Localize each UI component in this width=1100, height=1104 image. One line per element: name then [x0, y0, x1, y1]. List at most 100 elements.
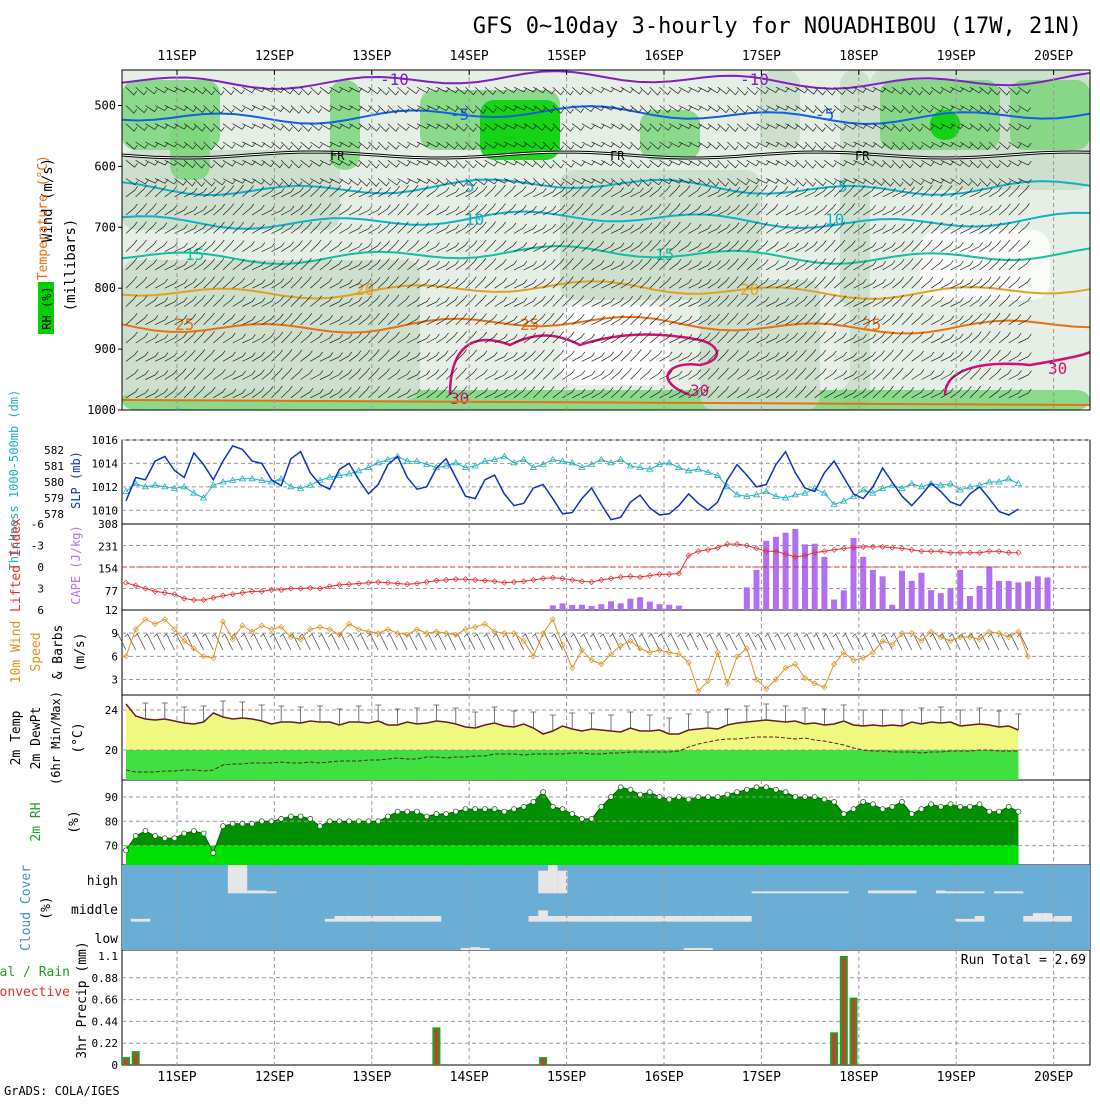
wind-barb: [843, 178, 858, 184]
wind-barb: [513, 387, 527, 399]
wind-barb: [513, 159, 527, 167]
wind-barb: [426, 242, 440, 252]
wind-barb: [407, 388, 421, 399]
wind-barb: [310, 370, 324, 380]
wind-barb: [814, 349, 827, 362]
wind-barb: [610, 296, 624, 307]
wind-barb: [474, 185, 488, 198]
temp-max-bar: [879, 709, 886, 726]
wind-barb: [678, 260, 692, 271]
wind-barb: [911, 350, 924, 362]
wind-barb: [319, 105, 333, 113]
wind-barb: [639, 105, 652, 114]
rh2m-point: [200, 830, 207, 837]
wind-barb: [213, 350, 226, 362]
wind-barb: [445, 86, 459, 94]
li-tick-label: -6: [31, 518, 44, 531]
wind-barb: [960, 296, 974, 307]
wind-barb: [921, 388, 935, 399]
wind-barb: [513, 123, 528, 129]
rh2m-point: [297, 813, 304, 820]
temp-max-bar: [821, 708, 828, 725]
wind-barb: [533, 260, 547, 271]
wind-barb: [232, 277, 245, 289]
cape-bar: [656, 604, 663, 610]
rh2m-point: [385, 813, 391, 820]
wind-barb: [795, 123, 808, 131]
thickness-point: [772, 492, 780, 499]
wind-barb: [921, 351, 935, 362]
wind-barb: [213, 313, 225, 325]
wind-barb: [251, 387, 265, 399]
wind-barb-10m: [211, 633, 224, 651]
wind-barb-10m: [444, 633, 457, 651]
wind-barb: [523, 279, 537, 289]
wind-barb: [271, 278, 285, 289]
wind-barb: [610, 332, 624, 344]
wind-barb: [678, 105, 692, 111]
wind-barb: [795, 160, 807, 169]
wind-barb: [164, 369, 178, 380]
wind-barb: [601, 123, 615, 129]
wind-barb-10m: [725, 633, 738, 651]
wind-barb: [814, 123, 826, 133]
wind-barb: [523, 296, 537, 307]
wind-barb: [310, 239, 322, 252]
wind-barb: [765, 222, 779, 234]
temp-max-bar: [297, 706, 304, 723]
thickness-tick-label: 578: [44, 508, 64, 521]
wind-barb: [154, 222, 168, 234]
wind-barb: [513, 186, 527, 198]
wind-speed-point: [995, 630, 1003, 637]
wind-barb: [707, 385, 720, 399]
wind-barb: [280, 141, 293, 151]
cape-bar: [617, 603, 624, 610]
wind-barb: [261, 350, 274, 362]
wind-barb: [843, 184, 855, 198]
wind-barb: [610, 242, 625, 252]
wind-barb: [377, 141, 390, 151]
wind-barb: [213, 294, 225, 307]
wind-barb: [659, 370, 673, 380]
wind-barb: [824, 185, 837, 198]
wind-barb: [1018, 277, 1031, 289]
wind-barb: [436, 242, 450, 252]
wind-barb: [455, 259, 468, 271]
wind-barb: [329, 334, 343, 344]
lifted-index-point: [142, 585, 149, 592]
wind-barb: [746, 388, 760, 399]
wind-barb: [969, 242, 983, 252]
wind-barb: [164, 123, 178, 129]
wind-barb: [242, 370, 256, 380]
slp-tick-label: 1014: [92, 457, 119, 470]
lifted-index-point: [307, 584, 314, 591]
rh2m-point: [870, 801, 876, 808]
thickness-point: [791, 491, 800, 498]
wind-barb: [736, 276, 749, 289]
wind-barb: [911, 331, 924, 344]
wind-speed-point: [481, 620, 488, 627]
wind-barb: [998, 257, 1011, 271]
wind-barb: [494, 296, 508, 307]
wind-barb: [222, 313, 236, 325]
wind-barb: [203, 178, 216, 187]
thickness-point: [490, 455, 499, 462]
rh2m-point: [637, 791, 643, 798]
wind-barb: [911, 313, 924, 325]
wind-barb: [688, 141, 702, 148]
wind-barb: [998, 86, 1011, 96]
wind-barb: [717, 160, 729, 169]
wind-barb: [397, 258, 409, 271]
wind-barb: [455, 386, 468, 399]
wind-barb: [940, 370, 954, 380]
wind-barb: [940, 260, 954, 271]
lifted-index-point: [249, 588, 256, 595]
wind-barb: [348, 332, 362, 344]
lifted-index-point: [229, 591, 236, 598]
isotherm-label: 5: [838, 177, 848, 196]
wind-barb: [310, 221, 322, 234]
label-cape: CAPE (J/kg): [69, 525, 83, 604]
wind-barb: [930, 240, 943, 252]
wind-barb: [542, 331, 555, 344]
wind-barb: [339, 242, 353, 252]
